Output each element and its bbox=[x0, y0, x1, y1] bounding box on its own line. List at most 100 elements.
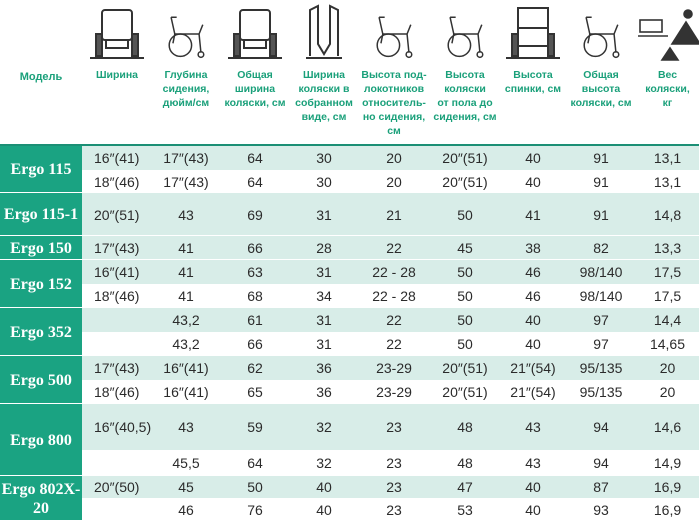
cell-total_width: 66 bbox=[247, 240, 263, 256]
cell-back_height: 40 bbox=[525, 501, 541, 518]
column-header-total_height: Общая высота коляски, см bbox=[566, 0, 636, 145]
cell-seat_height: 48 bbox=[457, 419, 473, 435]
cell-armrest_height: 20 bbox=[386, 173, 402, 190]
cell-armrest_height: 23 bbox=[386, 501, 402, 518]
cell-total_width: 64 bbox=[247, 455, 263, 471]
cell-total_width: 69 bbox=[247, 206, 263, 223]
table-row: 45,5 64 32 23 48 43 94 14,9 bbox=[82, 450, 699, 476]
cell-back_height: 41 bbox=[525, 206, 541, 223]
wheelchair-depth-icon bbox=[152, 4, 220, 66]
model-name-cell: Ergo 352 bbox=[0, 308, 82, 356]
column-header-label: Общая ширина коляски, см bbox=[220, 68, 290, 110]
cell-seat_height: 50 bbox=[457, 206, 473, 223]
cell-seat_height: 20″(51) bbox=[442, 360, 488, 376]
cell-folded_width: 40 bbox=[316, 479, 332, 495]
cell-folded_width: 30 bbox=[316, 173, 332, 190]
column-header-line: Модель bbox=[19, 71, 63, 83]
model-name-cell: Ergo 115-1 bbox=[0, 193, 82, 236]
cell-back_height: 43 bbox=[525, 455, 541, 471]
cell-width: 18″(46) bbox=[94, 384, 140, 400]
table-row: 43,2 66 31 22 50 40 97 14,65 bbox=[82, 332, 699, 356]
cell-armrest_height: 22 bbox=[386, 336, 402, 352]
cell-weight: 17,5 bbox=[653, 288, 682, 304]
column-header-armrest_height: Высота под-локотников относитель-но сиден… bbox=[358, 0, 430, 145]
column-header-label: Глубина сидения, дюйм/см bbox=[152, 68, 220, 110]
column-header-label: Общая высота коляски, см bbox=[566, 68, 636, 110]
seat-width-icon bbox=[82, 4, 152, 66]
column-header-line: Высота bbox=[513, 69, 553, 81]
cell-folded_width: 32 bbox=[316, 419, 332, 435]
cell-total_width: 76 bbox=[247, 501, 263, 518]
header-divider bbox=[0, 144, 699, 146]
wheelchair-total-width-icon bbox=[220, 4, 290, 66]
table-row: 20″(51) 43 69 31 21 50 41 91 14,8 bbox=[82, 193, 699, 236]
cell-back_height: 40 bbox=[525, 336, 541, 352]
cell-back_height: 46 bbox=[525, 264, 541, 280]
column-header-line: Глубина bbox=[164, 69, 208, 81]
cell-seat_height: 45 bbox=[457, 240, 473, 256]
column-header-line: коляски bbox=[444, 83, 486, 95]
column-header-line: сидения, bbox=[162, 83, 210, 95]
table-row: 16″(41) 41 63 31 22 - 28 50 46 98/140 17,5 bbox=[82, 260, 699, 284]
cell-folded_width: 36 bbox=[316, 360, 332, 376]
cell-back_height: 40 bbox=[525, 150, 541, 166]
cell-total_width: 61 bbox=[247, 312, 263, 328]
column-header-line: от пола до bbox=[437, 97, 493, 109]
column-header-line: сидения, см bbox=[433, 111, 497, 123]
cell-total_width: 65 bbox=[247, 384, 263, 400]
cell-depth: 43 bbox=[178, 419, 194, 435]
cell-depth: 43,2 bbox=[172, 312, 200, 328]
column-header-line: см bbox=[387, 125, 401, 137]
column-header-line: Общая bbox=[583, 69, 619, 81]
cell-depth: 43 bbox=[178, 206, 194, 223]
cell-weight: 13,1 bbox=[653, 150, 682, 166]
cell-folded_width: 30 bbox=[316, 150, 332, 166]
cell-seat_height: 50 bbox=[457, 264, 473, 280]
column-header-line: кг bbox=[662, 97, 673, 109]
cell-weight: 14,65 bbox=[649, 336, 686, 352]
cell-back_height: 40 bbox=[525, 479, 541, 495]
cell-total_height: 87 bbox=[593, 479, 609, 495]
cell-armrest_height: 23 bbox=[386, 419, 402, 435]
model-name-cell: Ergo 115 bbox=[0, 146, 82, 193]
folded-wheelchair-icon bbox=[290, 4, 358, 66]
cell-weight: 16,9 bbox=[653, 479, 682, 495]
cell-armrest_height: 22 - 28 bbox=[372, 288, 416, 304]
table-row: 20″(50) 45 50 40 23 47 40 87 16,9 bbox=[82, 476, 699, 498]
cell-folded_width: 36 bbox=[316, 384, 332, 400]
table-row: 17″(43) 16″(41) 62 36 23-29 20″(51) 21″(54) 95/… bbox=[82, 356, 699, 380]
cell-back_height: 21″(54) bbox=[510, 384, 556, 400]
cell-weight: 17,5 bbox=[653, 264, 682, 280]
table-row: 16″(41) 17″(43) 64 30 20 20″(51) 40 91 13,1 bbox=[82, 146, 699, 170]
cell-total_height: 93 bbox=[593, 501, 609, 518]
table-row: 18″(46) 41 68 34 22 - 28 50 46 98/140 17,5 bbox=[82, 284, 699, 308]
column-header-line: но сидения, bbox=[362, 111, 426, 123]
cell-width: 20″(51) bbox=[94, 206, 140, 223]
cell-seat_height: 48 bbox=[457, 455, 473, 471]
cell-depth: 17″(43) bbox=[163, 173, 209, 190]
column-header-line: коляски, см bbox=[570, 97, 632, 109]
cell-depth: 45 bbox=[178, 479, 194, 495]
column-header-label: Высота коляски от пола до сидения, см bbox=[430, 68, 500, 124]
cell-folded_width: 31 bbox=[316, 336, 332, 352]
table-row: 17″(43) 41 66 28 22 45 38 82 13,3 bbox=[82, 236, 699, 260]
cell-armrest_height: 21 bbox=[386, 206, 402, 223]
backrest-height-icon bbox=[500, 4, 566, 66]
model-name-cell: Ergo 150 bbox=[0, 236, 82, 260]
cell-total_height: 95/135 bbox=[579, 384, 623, 400]
cell-seat_height: 20″(51) bbox=[442, 150, 488, 166]
cell-folded_width: 40 bbox=[316, 501, 332, 518]
cell-folded_width: 32 bbox=[316, 455, 332, 471]
model-name-cell: Ergo 152 bbox=[0, 260, 82, 308]
cell-seat_height: 20″(51) bbox=[442, 173, 488, 190]
cell-weight: 13,1 bbox=[653, 173, 682, 190]
cell-weight: 14,4 bbox=[653, 312, 682, 328]
cell-total_width: 62 bbox=[247, 360, 263, 376]
column-header-line: относитель- bbox=[362, 97, 426, 109]
column-header-line: дюйм/см bbox=[162, 97, 210, 109]
seat-height-icon bbox=[430, 4, 500, 66]
column-header-line: спинки, см bbox=[504, 83, 562, 95]
cell-total_height: 91 bbox=[593, 206, 609, 223]
column-header-line: коляски, см bbox=[224, 97, 286, 109]
cell-weight: 14,9 bbox=[653, 455, 682, 471]
